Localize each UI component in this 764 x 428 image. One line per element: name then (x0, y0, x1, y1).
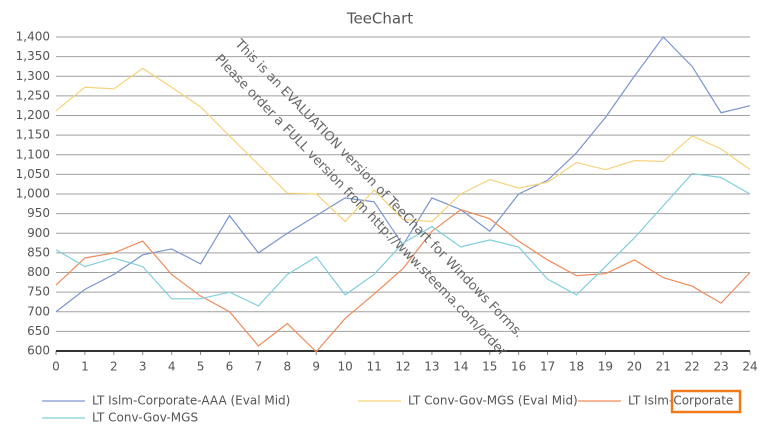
x-tick-label: 2 (110, 360, 118, 374)
x-tick-label: 14 (453, 360, 468, 374)
legend-label: LT Islm-Corporate-AAA (Eval Mid) (92, 394, 290, 408)
x-tick-label: 21 (656, 360, 671, 374)
x-tick-label: 6 (226, 360, 234, 374)
x-tick-label: 16 (511, 360, 526, 374)
watermark: Please order a FULL version from http://… (212, 52, 510, 360)
y-tick-label: 750 (27, 285, 50, 299)
legend-label: LT Islm-Corporate (628, 394, 733, 408)
y-tick-label: 1,150 (16, 128, 50, 142)
x-tick-label: 3 (139, 360, 147, 374)
watermark: This is an EVALUATION version of TeeChar… (231, 36, 526, 341)
x-tick-label: 24 (742, 360, 757, 374)
x-tick-label: 23 (713, 360, 728, 374)
x-tick-label: 12 (395, 360, 410, 374)
y-tick-label: 1,100 (16, 147, 50, 161)
x-tick-label: 7 (255, 360, 263, 374)
y-tick-label: 900 (27, 226, 50, 240)
x-tick-label: 8 (284, 360, 292, 374)
x-tick-label: 18 (569, 360, 584, 374)
x-tick-label: 10 (338, 360, 353, 374)
x-tick-label: 15 (482, 360, 497, 374)
chart-title: TeeChart (346, 10, 413, 28)
x-tick-label: 13 (424, 360, 439, 374)
x-tick-label: 22 (685, 360, 700, 374)
x-tick-label: 19 (598, 360, 613, 374)
y-tick-label: 1,000 (16, 187, 50, 201)
x-tick-label: 0 (52, 360, 60, 374)
series-line (55, 209, 751, 353)
y-tick-label: 800 (27, 265, 50, 279)
x-tick-label: 9 (312, 360, 320, 374)
x-tick-label: 17 (540, 360, 555, 374)
series-line (55, 172, 751, 307)
y-tick-label: 850 (27, 245, 50, 259)
x-tick-label: 1 (81, 360, 89, 374)
y-tick-label: 950 (27, 206, 50, 220)
selection-box (670, 389, 742, 414)
x-tick-label: 4 (168, 360, 176, 374)
legend-label: LT Conv-Gov-MGS (92, 411, 198, 425)
x-tick-label: 11 (366, 360, 381, 374)
y-tick-label: 1,400 (16, 30, 50, 44)
y-tick-label: 650 (27, 324, 50, 338)
y-tick-label: 1,350 (16, 49, 50, 63)
y-tick-label: 1,050 (16, 167, 50, 181)
y-tick-label: 1,300 (16, 69, 50, 83)
y-tick-label: 600 (27, 344, 50, 358)
y-tick-label: 1,200 (16, 108, 50, 122)
series-line (55, 36, 751, 313)
x-tick-label: 5 (197, 360, 205, 374)
legend-label: LT Conv-Gov-MGS (Eval Mid) (408, 394, 578, 408)
x-tick-label: 20 (627, 360, 642, 374)
y-tick-label: 700 (27, 304, 50, 318)
y-tick-label: 1,250 (16, 88, 50, 102)
series-line (55, 67, 751, 223)
